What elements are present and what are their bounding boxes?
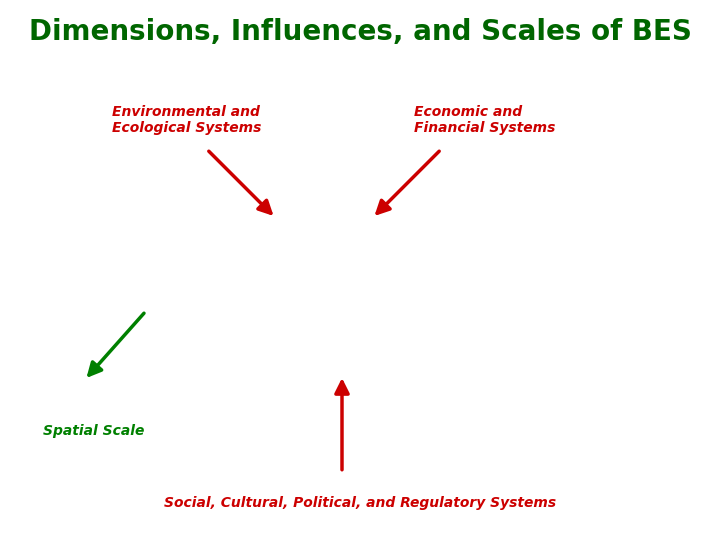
Text: Spatial Scale: Spatial Scale [43,424,145,438]
Text: Social, Cultural, Political, and Regulatory Systems: Social, Cultural, Political, and Regulat… [164,496,556,510]
Text: Economic and
Financial Systems: Economic and Financial Systems [414,105,555,136]
Text: Dimensions, Influences, and Scales of BES: Dimensions, Influences, and Scales of BE… [29,18,691,46]
Text: Environmental and
Ecological Systems: Environmental and Ecological Systems [112,105,261,136]
